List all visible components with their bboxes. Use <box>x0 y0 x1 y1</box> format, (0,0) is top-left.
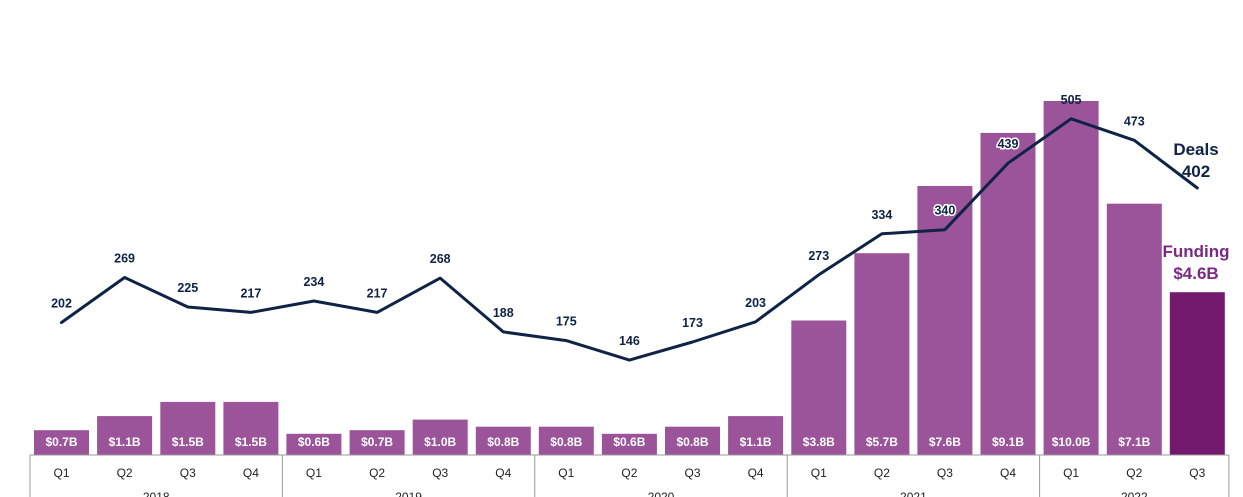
x-tick-label: Q1 <box>558 466 574 480</box>
deals-data-label: 225 <box>177 281 198 295</box>
funding-bar <box>223 401 279 455</box>
x-year-label: 2019 <box>395 490 422 497</box>
deals-data-label: 234 <box>303 275 324 289</box>
funding-bar-label: $0.8B <box>550 435 582 449</box>
funding-bar <box>160 401 216 455</box>
x-tick-label: Q4 <box>1000 466 1016 480</box>
funding-bar-label: $1.5B <box>172 435 204 449</box>
funding-bar <box>980 132 1036 455</box>
legend-funding-value: $4.6B <box>1173 264 1218 283</box>
legend-funding-title: Funding <box>1162 242 1229 261</box>
deals-data-label: 188 <box>493 306 514 320</box>
x-tick-label: Q2 <box>621 466 637 480</box>
funding-bar-label: $5.7B <box>866 435 898 449</box>
funding-bar <box>1106 203 1162 455</box>
x-tick-label: Q2 <box>1126 466 1142 480</box>
funding-bar <box>97 416 153 455</box>
deals-data-label: 217 <box>367 286 388 300</box>
funding-bar <box>917 186 973 455</box>
deals-line <box>60 117 1199 362</box>
funding-bar <box>538 426 594 455</box>
x-tick-label: Q1 <box>811 466 827 480</box>
x-tick-label: Q1 <box>1063 466 1079 480</box>
funding-bar-label: $7.1B <box>1118 435 1150 449</box>
funding-bar <box>34 430 89 455</box>
deals-data-label: 173 <box>682 316 703 330</box>
legend-deals-title: Deals <box>1173 140 1218 159</box>
deals-data-label: 269 <box>114 252 135 266</box>
deals-data-label: 175 <box>556 315 577 329</box>
funding-bar-label: $0.7B <box>45 435 77 449</box>
x-year-label: 2018 <box>143 490 170 497</box>
funding-bar-label: $0.8B <box>676 435 708 449</box>
funding-bar-label: $0.6B <box>613 435 645 449</box>
funding-bar <box>854 253 910 455</box>
funding-bar <box>475 426 531 455</box>
funding-bars: $0.7B $1.1B $1.5B $1.5B $0.6B $0.7B $1.0B $0.8B… <box>34 101 1225 455</box>
funding-bar-label: $0.8B <box>487 435 519 449</box>
x-tick-label: Q3 <box>937 466 953 480</box>
x-year-label: 2020 <box>648 490 675 497</box>
funding-bar-label: $10.0B <box>1052 435 1091 449</box>
legend-deals-value: 402 <box>1182 162 1210 181</box>
x-tick-label: Q1 <box>53 466 69 480</box>
x-tick-label: Q4 <box>748 466 764 480</box>
deals-data-label: 473 <box>1124 114 1145 128</box>
funding-bar-label: $7.6B <box>929 435 961 449</box>
x-tick-label: Q2 <box>369 466 385 480</box>
x-tick-label: Q2 <box>117 466 133 480</box>
x-axis: Q1 Q2 Q3 Q4 Q1 Q2 Q3 Q4 Q1 Q2 Q3 Q4 Q1 Q2 Q3 Q4 Q1 Q2 Q3 20… <box>29 454 1230 497</box>
funding-bar <box>1169 292 1225 455</box>
x-tick-label: Q3 <box>432 466 448 480</box>
deals-data-label: 439 <box>998 137 1019 151</box>
deals-data-label: 203 <box>745 296 766 310</box>
legend: Deals 402 Funding $4.6B <box>1162 140 1229 283</box>
x-tick-label: Q1 <box>306 466 322 480</box>
deals-data-label: 273 <box>808 249 829 263</box>
funding-bar-label: $1.5B <box>235 435 267 449</box>
funding-bar-label: $1.1B <box>740 435 772 449</box>
x-year-label: 2021 <box>900 490 927 497</box>
deals-data-label: 334 <box>871 208 892 222</box>
x-tick-label: Q4 <box>495 466 511 480</box>
funding-bar <box>1043 101 1099 455</box>
funding-bar <box>286 433 342 455</box>
deals-line-series: 202 269 225 217 234 217 268 188 175 146 173 203 273 3… <box>51 93 1199 362</box>
x-tick-label: Q3 <box>684 466 700 480</box>
deals-data-label: 268 <box>430 252 451 266</box>
deals-data-label: 217 <box>240 286 261 300</box>
funding-bar-label: $3.8B <box>803 435 835 449</box>
funding-bar <box>665 426 720 455</box>
funding-bar <box>791 320 847 455</box>
deals-data-label: 340 <box>934 204 955 218</box>
deals-data-label: 146 <box>619 334 640 348</box>
deals-data-label: 505 <box>1061 93 1082 107</box>
funding-bar <box>412 419 468 455</box>
x-year-label: 2022 <box>1121 490 1148 497</box>
funding-bar-label: $1.0B <box>424 435 456 449</box>
x-tick-label: Q2 <box>874 466 890 480</box>
funding-bar-label: $0.6B <box>298 435 330 449</box>
deals-data-label: 202 <box>51 297 72 311</box>
funding-bar-label: $9.1B <box>992 435 1024 449</box>
funding-bar-label: $0.7B <box>361 435 393 449</box>
funding-bar <box>601 433 657 455</box>
funding-bar-label: $1.1B <box>109 435 141 449</box>
funding-bar <box>728 416 784 455</box>
x-tick-label: Q4 <box>243 466 259 480</box>
funding-bar <box>349 430 405 455</box>
x-tick-label: Q3 <box>180 466 196 480</box>
x-tick-label: Q3 <box>1189 466 1205 480</box>
